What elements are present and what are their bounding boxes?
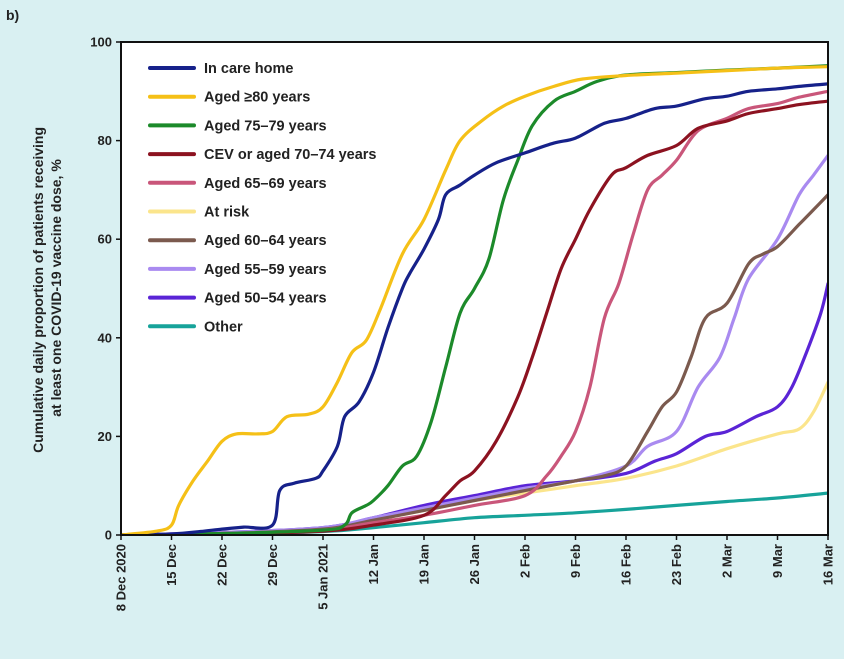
legend-label: Aged ≥80 years [204,90,310,106]
x-tick-label: 26 Jan [467,544,482,585]
legend-label: Aged 65–69 years [204,176,327,192]
legend-label: Aged 55–59 years [204,262,327,278]
series-line [121,82,828,535]
series-line [121,193,828,535]
x-tick-label: 9 Mar [770,544,785,578]
x-tick-label: 19 Jan [417,544,432,585]
x-tick-label: 15 Dec [164,544,179,586]
x-tick-label: 2 Mar [720,544,735,578]
y-tick-label: 0 [105,528,112,543]
legend-label: CEV or aged 70–74 years [204,147,377,163]
y-axis-label-line-2: at least one COVID-19 vaccine dose, % [48,159,64,417]
series-line [121,153,828,535]
x-tick-label: 2 Feb [518,544,533,578]
series-line [121,99,828,535]
x-tick-label: 5 Jan 2021 [316,544,331,610]
x-tick-label: 29 Dec [265,544,280,586]
legend-label: Aged 60–64 years [204,233,327,249]
legend-label: Other [204,319,243,335]
y-axis: 0 20 40 60 80 100 [90,35,121,543]
y-tick-label: 20 [98,429,112,444]
legend: In care home Aged ≥80 years Aged 75–79 yea… [148,61,377,335]
x-tick-label: 8 Dec 2020 [114,544,129,611]
y-axis-label: Cumulative daily proportion of patients … [30,123,64,453]
x-tick-label: 22 Dec [215,544,230,586]
series-line [121,89,828,535]
x-tick-label: 9 Feb [568,544,583,578]
x-axis: 8 Dec 2020 15 Dec 22 Dec 29 Dec 5 Jan 2021 12… [114,535,836,611]
y-tick-label: 40 [98,330,112,345]
legend-label: Aged 75–79 years [204,118,327,134]
y-tick-label: 80 [98,133,112,148]
x-tick-label: 12 Jan [366,544,381,585]
legend-label: Aged 50–54 years [204,291,327,307]
series-lines [121,64,828,535]
y-axis-label-line-1: Cumulative daily proportion of patients … [30,127,46,453]
x-tick-label: 23 Feb [669,544,684,585]
y-tick-label: 100 [90,35,112,50]
y-tick-label: 60 [98,232,112,247]
x-tick-label: 16 Mar [821,544,836,585]
panel-label: b) [6,7,19,23]
series-line [121,65,828,535]
legend-label: In care home [204,61,293,77]
x-tick-label: 16 Feb [619,544,634,585]
legend-label: At risk [204,205,250,221]
